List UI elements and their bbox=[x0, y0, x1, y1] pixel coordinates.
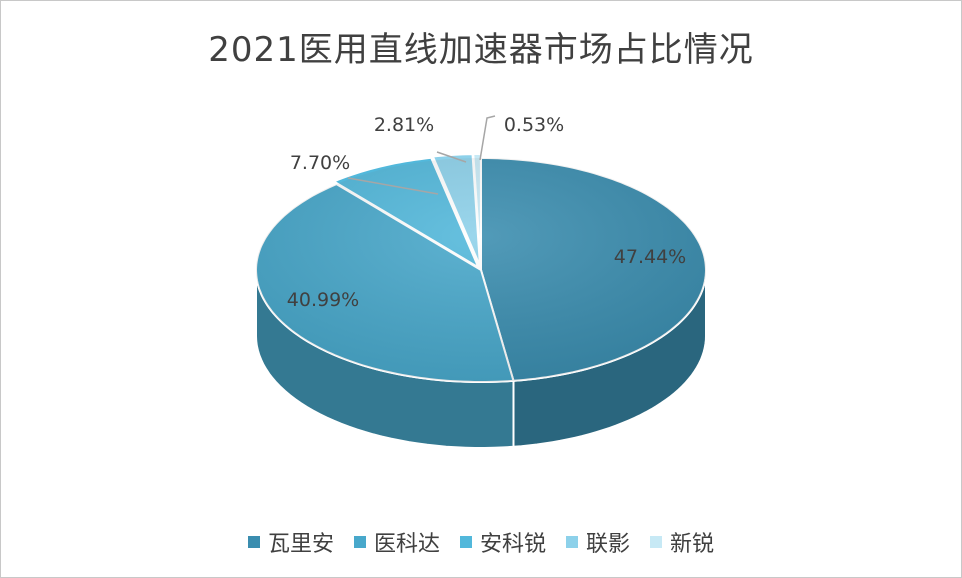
legend-item-4: 新锐 bbox=[650, 526, 714, 558]
data-labels: 47.44% 40.99% 7.70% 2.81% 0.53% bbox=[287, 114, 686, 311]
legend-item-1: 医科达 bbox=[353, 526, 440, 558]
leader-line-3 bbox=[436, 151, 467, 163]
leader-line-2 bbox=[347, 177, 439, 195]
legend-label: 安科锐 bbox=[479, 532, 546, 557]
data-label-3: 2.81% bbox=[374, 114, 434, 136]
chart-legend: 瓦里安 医科达 安科锐 联影 新锐 bbox=[0, 526, 962, 558]
legend-label: 联影 bbox=[586, 532, 631, 557]
legend-swatch bbox=[247, 536, 260, 548]
legend-swatch bbox=[459, 536, 472, 548]
data-label-4: 0.53% bbox=[504, 114, 564, 136]
pie-slices bbox=[254, 153, 708, 383]
legend-item-2: 安科锐 bbox=[459, 526, 546, 558]
leader-line-4 bbox=[479, 115, 496, 161]
data-label-2: 7.70% bbox=[290, 152, 350, 174]
data-label-1: 40.99% bbox=[287, 289, 359, 311]
legend-swatch bbox=[353, 536, 366, 548]
legend-item-3: 联影 bbox=[566, 526, 630, 558]
legend-swatch bbox=[566, 536, 578, 548]
data-label-0: 47.44% bbox=[614, 246, 686, 268]
chart-title: 2021医用直线加速器市场占比情况 bbox=[208, 30, 754, 70]
legend-item-0: 瓦里安 bbox=[247, 526, 334, 558]
legend-label: 瓦里安 bbox=[267, 532, 334, 557]
legend-label: 医科达 bbox=[373, 532, 440, 557]
legend-label: 新锐 bbox=[670, 532, 715, 557]
legend-swatch bbox=[650, 536, 663, 548]
